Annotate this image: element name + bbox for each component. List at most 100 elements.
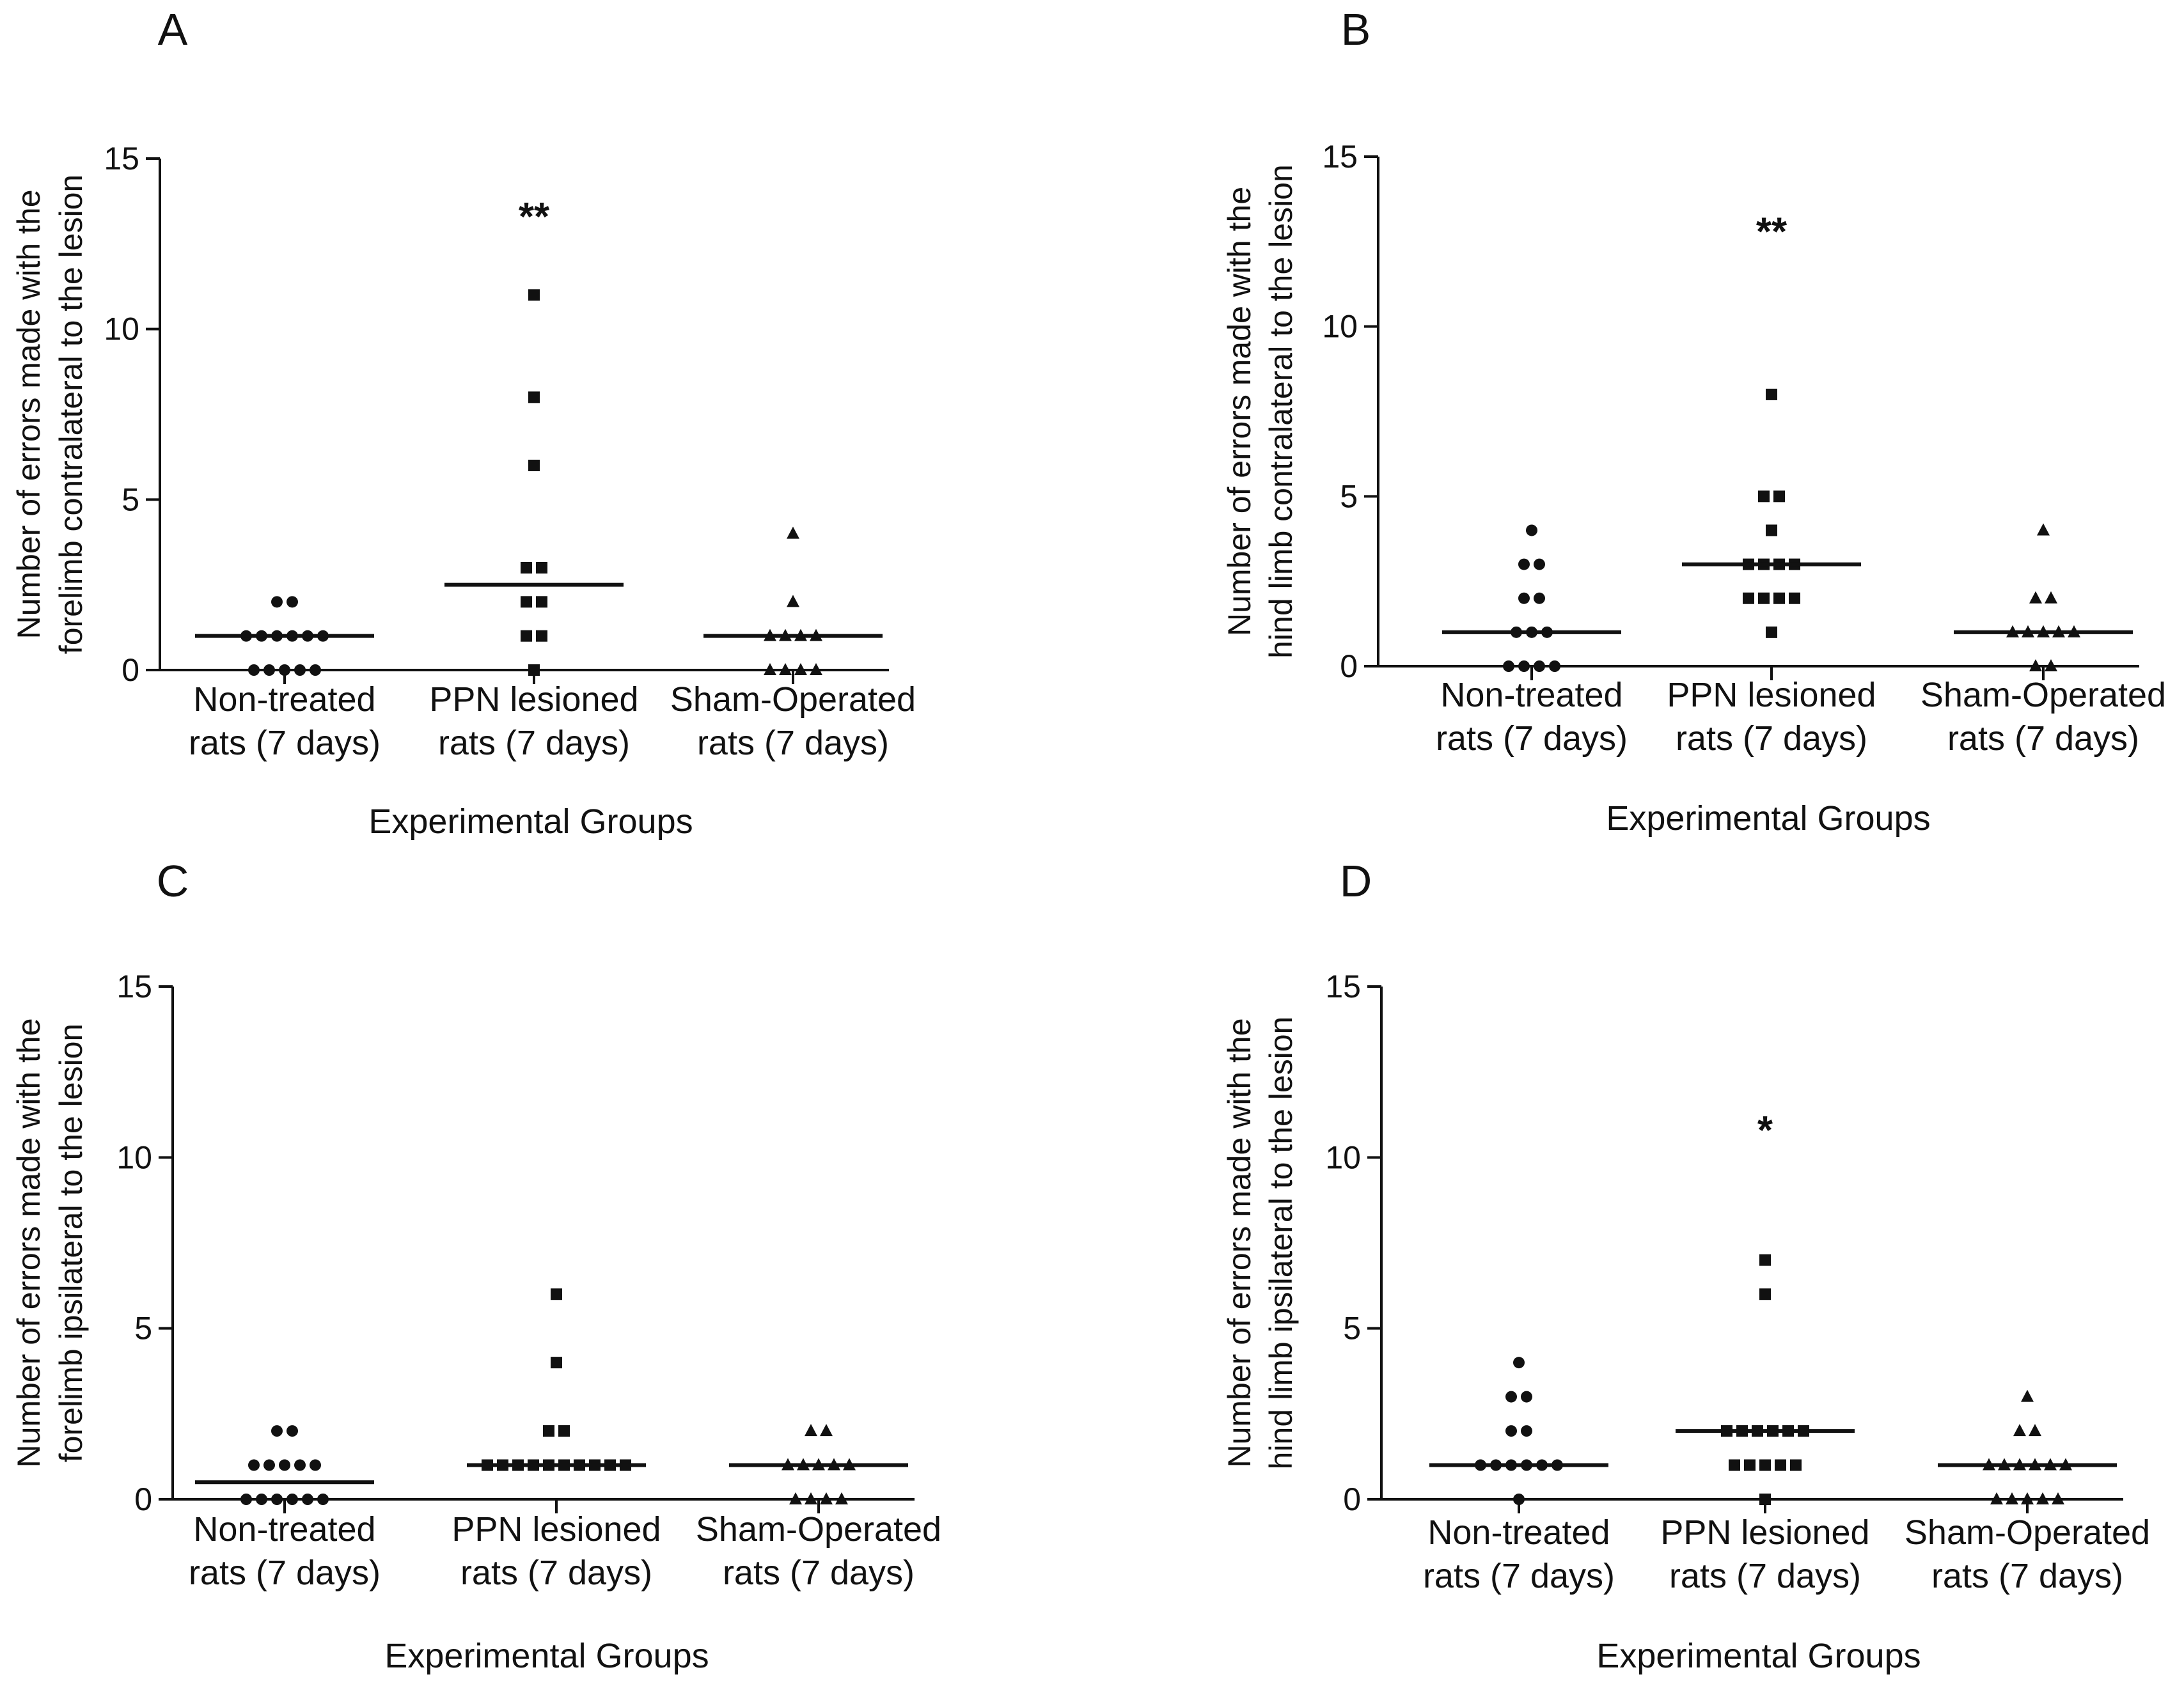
category-label: PPN lesioned <box>1667 676 1876 714</box>
data-point <box>1789 592 1800 604</box>
y-tick-label: 0 <box>134 1481 152 1517</box>
significance-marker: ** <box>1756 210 1787 254</box>
data-point <box>1744 1459 1756 1471</box>
data-point <box>279 664 290 676</box>
data-point <box>310 664 321 676</box>
x-axis-title: Experimental Groups <box>384 1637 709 1675</box>
data-point <box>248 1459 260 1471</box>
data-point <box>2013 1424 2026 1437</box>
data-point <box>2036 1492 2049 1504</box>
y-axis-title: Number of errors made with the <box>1222 1018 1257 1467</box>
panel-letter: B <box>1341 4 1371 54</box>
data-point <box>1518 660 1530 672</box>
data-point <box>1526 524 1537 536</box>
data-point <box>528 391 540 403</box>
panel-letter: C <box>157 856 189 906</box>
data-point <box>551 1288 562 1300</box>
panel-d: D 0 5 10 15 Non-treated rats (7 days) PPN lesio… <box>1222 856 2150 1675</box>
panel-a: A 0 5 10 15 Non-treated rats (7 days) PPN lesio… <box>11 4 916 841</box>
y-axis-title: hind limb contralateral to the lesion <box>1263 164 1299 659</box>
category-label: rats (7 days) <box>189 1554 381 1592</box>
x-axis-title: Experimental Groups <box>368 802 693 841</box>
data-point <box>1759 1494 1771 1505</box>
category-label: Non-treated <box>193 1510 375 1549</box>
y-tick-label: 5 <box>1343 1311 1361 1346</box>
data-point <box>820 1424 833 1437</box>
data-point <box>294 1459 306 1471</box>
data-point <box>787 595 799 607</box>
y-tick-label: 10 <box>116 1139 152 1175</box>
data-point <box>1773 592 1785 604</box>
y-axis-title: forelimb ipsilateral to the lesion <box>53 1024 89 1462</box>
x-axis-title: Experimental Groups <box>1596 1637 1921 1675</box>
data-point <box>317 1494 329 1505</box>
category-label: Sham-Operated <box>1905 1513 2150 1552</box>
y-axis-title: Number of errors made with the <box>11 1018 47 1467</box>
data-point <box>1534 558 1545 570</box>
data-point <box>794 663 807 675</box>
data-point <box>256 1494 267 1505</box>
y-tick-label: 15 <box>1322 139 1358 175</box>
y-tick-label: 5 <box>134 1311 152 1346</box>
data-point <box>536 630 547 642</box>
y-axis-title: Number of errors made with the <box>11 189 47 639</box>
data-point <box>287 596 298 608</box>
data-point <box>779 663 792 675</box>
data-point <box>302 1494 313 1505</box>
data-point <box>543 1425 554 1437</box>
data-point <box>789 1492 802 1504</box>
data-point <box>528 664 540 676</box>
panel-b: B 0 5 10 15 Non-treated rats (7 days) PPN lesio… <box>1222 4 2166 838</box>
data-point <box>1990 1492 2003 1504</box>
data-point <box>240 1494 252 1505</box>
y-axis-title: Number of errors made with the <box>1222 187 1257 636</box>
significance-marker: * <box>1757 1109 1773 1153</box>
data-point <box>558 1425 570 1437</box>
data-point <box>2006 1492 2018 1504</box>
data-point <box>1758 592 1770 604</box>
data-point <box>310 1459 321 1471</box>
data-point <box>263 1459 275 1471</box>
category-label: Non-treated <box>1440 676 1622 714</box>
data-point <box>1513 1357 1525 1369</box>
data-point <box>536 562 547 574</box>
data-point <box>2045 659 2057 671</box>
data-point <box>551 1357 562 1369</box>
data-point <box>1758 490 1770 503</box>
category-label: PPN lesioned <box>452 1510 661 1549</box>
category-label: rats (7 days) <box>1669 1557 1861 1595</box>
y-tick-label: 0 <box>1343 1481 1361 1517</box>
data-point <box>2021 1492 2034 1504</box>
category-label: Non-treated <box>1427 1513 1610 1552</box>
data-point <box>1766 388 1777 400</box>
data-point <box>1549 660 1560 672</box>
data-point <box>271 1494 283 1505</box>
data-point <box>536 596 547 608</box>
data-point <box>2037 523 2050 536</box>
y-tick-label: 5 <box>122 481 139 517</box>
panel-letter: D <box>1340 856 1372 906</box>
category-label: Sham-Operated <box>1921 676 2166 714</box>
y-tick-label: 15 <box>104 141 139 176</box>
data-point <box>271 1425 283 1437</box>
y-tick-label: 10 <box>1325 1139 1361 1175</box>
x-axis-title: Experimental Groups <box>1606 799 1930 838</box>
data-point <box>787 526 799 539</box>
data-point <box>820 1492 833 1504</box>
data-point <box>2029 659 2042 671</box>
data-point <box>294 664 306 676</box>
y-tick-label: 0 <box>1340 648 1358 684</box>
data-point <box>805 1424 817 1437</box>
data-point <box>764 663 776 675</box>
category-label: rats (7 days) <box>438 724 630 762</box>
category-label: rats (7 days) <box>1947 719 2139 758</box>
category-label: rats (7 days) <box>1436 719 1628 758</box>
data-point <box>528 460 540 471</box>
data-point <box>521 596 532 608</box>
y-axis-title: forelimb contralateral to the lesion <box>53 175 89 654</box>
data-point <box>1743 592 1754 604</box>
data-point <box>810 663 822 675</box>
data-point <box>1521 1425 1532 1437</box>
data-point <box>248 664 260 676</box>
data-point <box>2052 1492 2064 1504</box>
